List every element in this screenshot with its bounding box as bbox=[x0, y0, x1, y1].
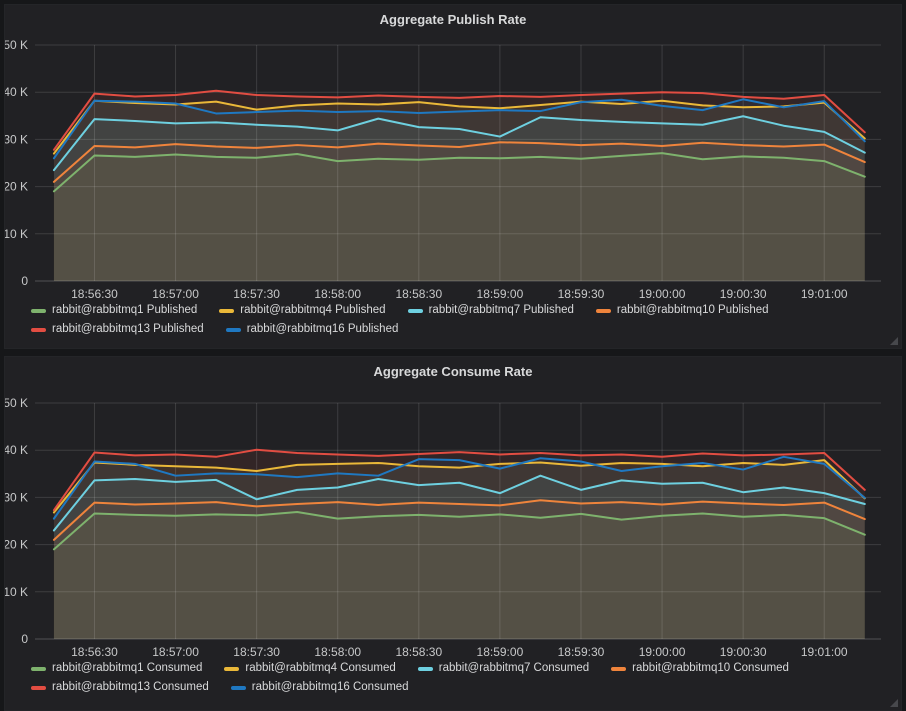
y-axis-tick-label: 20 K bbox=[5, 538, 28, 552]
legend-label: rabbit@rabbitmq13 Consumed bbox=[52, 681, 209, 693]
y-axis-tick-label: 10 K bbox=[5, 585, 28, 599]
series-line-1 bbox=[52, 459, 866, 514]
series-area bbox=[53, 512, 865, 639]
y-axis-tick-label: 40 K bbox=[5, 443, 28, 457]
y-axis-tick-label: 30 K bbox=[5, 132, 28, 146]
legend-item[interactable]: rabbit@rabbitmq1 Consumed bbox=[31, 661, 202, 676]
legend-label: rabbit@rabbitmq7 Published bbox=[428, 304, 574, 316]
legend-marker-icon bbox=[31, 327, 46, 332]
y-axis-tick-label: 20 K bbox=[5, 180, 28, 194]
series-line-3 bbox=[52, 499, 866, 541]
legend-marker-icon bbox=[611, 666, 627, 671]
legend-item[interactable]: rabbit@rabbitmq13 Consumed bbox=[31, 680, 209, 695]
legend-label: rabbit@rabbitmq7 Consumed bbox=[438, 662, 590, 674]
series-line-0 bbox=[52, 152, 866, 193]
x-axis-tick-label: 18:58:00 bbox=[314, 287, 361, 301]
legend-consume: rabbit@rabbitmq1 Consumed rabbit@rabbitmq… bbox=[5, 659, 901, 695]
panel-aggregate-publish-rate: Aggregate Publish Rate 0 10 K 20 K 30 K 40 K… bbox=[4, 4, 902, 349]
legend-item[interactable]: rabbit@rabbitmq7 Consumed bbox=[417, 661, 590, 676]
series-line-3 bbox=[52, 141, 866, 183]
legend-marker-icon bbox=[417, 666, 433, 671]
legend-label: rabbit@rabbitmq4 Consumed bbox=[245, 662, 396, 674]
x-axis-tick-label: 18:58:30 bbox=[395, 645, 442, 659]
legend-publish: rabbit@rabbitmq1 Published rabbit@rabbitm… bbox=[5, 301, 901, 337]
x-axis-tick-label: 19:00:30 bbox=[720, 645, 767, 659]
series-area bbox=[53, 456, 865, 639]
legend-label: rabbit@rabbitmq10 Published bbox=[616, 304, 769, 316]
x-axis-tick-label: 18:57:00 bbox=[152, 645, 199, 659]
legend-label: rabbit@rabbitmq16 Consumed bbox=[251, 681, 409, 693]
x-axis-tick-label: 18:59:30 bbox=[558, 287, 605, 301]
legend-item[interactable]: rabbit@rabbitmq16 Consumed bbox=[230, 680, 409, 695]
series-area bbox=[53, 153, 865, 281]
x-axis-tick-label: 18:59:00 bbox=[477, 645, 524, 659]
legend-marker-icon bbox=[219, 308, 235, 313]
legend-label: rabbit@rabbitmq10 Consumed bbox=[632, 662, 789, 674]
legend-item[interactable]: rabbit@rabbitmq10 Published bbox=[595, 303, 769, 318]
legend-label: rabbit@rabbitmq1 Published bbox=[52, 304, 198, 316]
x-axis-tick-label: 19:01:00 bbox=[801, 645, 848, 659]
y-axis-tick-label: 40 K bbox=[5, 85, 28, 99]
y-axis-tick-label: 0 bbox=[21, 632, 28, 646]
legend-marker-icon bbox=[407, 308, 423, 313]
y-axis-tick-label: 10 K bbox=[5, 227, 28, 241]
y-axis-tick-label: 50 K bbox=[5, 38, 28, 52]
x-axis-tick-label: 18:57:30 bbox=[233, 645, 280, 659]
legend-marker-icon bbox=[595, 308, 611, 313]
x-axis-tick-label: 19:01:00 bbox=[801, 287, 848, 301]
series-area bbox=[53, 449, 865, 639]
panel-resize-handle-icon[interactable] bbox=[890, 337, 898, 345]
series-line-1 bbox=[52, 99, 866, 155]
series-area bbox=[53, 142, 865, 281]
legend-marker-icon bbox=[31, 685, 46, 690]
legend-label: rabbit@rabbitmq16 Published bbox=[246, 323, 399, 335]
panel-title[interactable]: Aggregate Publish Rate bbox=[379, 11, 527, 27]
legend-item[interactable]: rabbit@rabbitmq16 Published bbox=[225, 322, 399, 337]
y-axis-tick-label: 30 K bbox=[5, 490, 28, 504]
legend-item[interactable]: rabbit@rabbitmq10 Consumed bbox=[611, 661, 789, 676]
x-axis-tick-label: 18:58:30 bbox=[395, 287, 442, 301]
y-axis-tick-label: 50 K bbox=[5, 396, 28, 410]
panel-resize-handle-icon[interactable] bbox=[890, 699, 898, 707]
x-axis-tick-label: 18:57:30 bbox=[233, 287, 280, 301]
series-area bbox=[53, 500, 865, 639]
legend-marker-icon bbox=[31, 666, 46, 671]
series-line-4 bbox=[52, 89, 866, 151]
x-axis-tick-label: 18:56:30 bbox=[71, 287, 118, 301]
timeseries-chart-consume[interactable]: 0 10 K 20 K 30 K 40 K 50 K 18:56:30 18:57:00 18:… bbox=[5, 391, 901, 659]
legend-label: rabbit@rabbitmq4 Published bbox=[240, 304, 386, 316]
series-line-2 bbox=[52, 474, 866, 532]
legend-item[interactable]: rabbit@rabbitmq1 Published bbox=[31, 303, 197, 318]
legend-item[interactable]: rabbit@rabbitmq4 Consumed bbox=[224, 661, 396, 676]
legend-marker-icon bbox=[224, 666, 240, 671]
x-axis-tick-label: 18:59:00 bbox=[477, 287, 524, 301]
legend-item[interactable]: rabbit@rabbitmq13 Published bbox=[31, 322, 204, 337]
series-area bbox=[53, 99, 865, 281]
x-axis-tick-label: 18:56:30 bbox=[71, 645, 118, 659]
x-axis-tick-label: 19:00:00 bbox=[639, 287, 686, 301]
legend-marker-icon bbox=[31, 308, 46, 313]
series-line-0 bbox=[52, 511, 866, 551]
x-axis-tick-label: 18:57:00 bbox=[152, 287, 199, 301]
legend-item[interactable]: rabbit@rabbitmq4 Published bbox=[219, 303, 386, 318]
legend-item[interactable]: rabbit@rabbitmq7 Published bbox=[407, 303, 574, 318]
legend-marker-icon bbox=[225, 327, 241, 332]
x-axis-tick-label: 19:00:00 bbox=[639, 645, 686, 659]
series-line-5 bbox=[52, 98, 866, 160]
timeseries-chart-publish[interactable]: 0 10 K 20 K 30 K 40 K 50 K 18:56:30 18:57:00 18:… bbox=[5, 33, 901, 301]
panel-title[interactable]: Aggregate Consume Rate bbox=[373, 363, 533, 379]
series-line-5 bbox=[52, 455, 866, 520]
series-line-2 bbox=[52, 115, 866, 172]
series-line-4 bbox=[52, 448, 866, 512]
legend-marker-icon bbox=[230, 685, 246, 690]
panel-aggregate-consume-rate: Aggregate Consume Rate 0 10 K 20 K 30 K 40 K… bbox=[4, 356, 902, 711]
legend-label: rabbit@rabbitmq13 Published bbox=[52, 323, 204, 335]
series-area bbox=[53, 90, 865, 281]
y-axis-tick-label: 0 bbox=[21, 274, 28, 288]
x-axis-tick-label: 18:58:00 bbox=[314, 645, 361, 659]
x-axis-tick-label: 19:00:30 bbox=[720, 287, 767, 301]
x-axis-tick-label: 18:59:30 bbox=[558, 645, 605, 659]
legend-label: rabbit@rabbitmq1 Consumed bbox=[52, 662, 203, 674]
